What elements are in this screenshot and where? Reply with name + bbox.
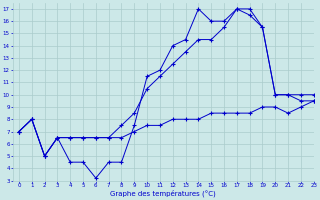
X-axis label: Graphe des températures (°C): Graphe des températures (°C) [110, 190, 216, 197]
